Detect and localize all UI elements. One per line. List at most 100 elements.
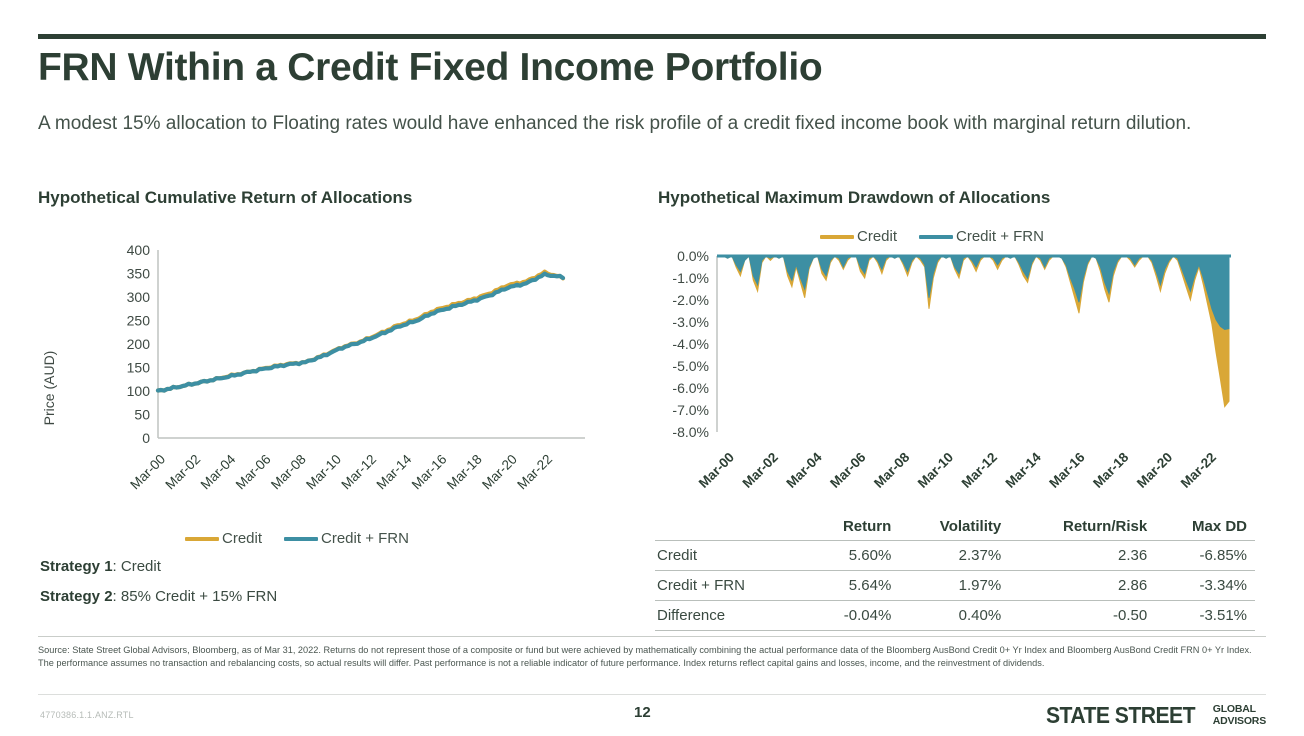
logo-tagline: GLOBAL ADVISORS (1213, 703, 1266, 727)
logo-wordmark: STATE STREET (1045, 702, 1196, 728)
left-y-axis-label: Price (AUD) (41, 351, 57, 426)
table-cell: -3.51% (1155, 600, 1255, 631)
y-tick-label: 400 (127, 242, 151, 258)
table-column-header (655, 518, 810, 541)
x-tick-label: Mar-10 (915, 450, 956, 491)
strategy-2-label: Strategy 2 (40, 588, 113, 605)
legend-item[interactable]: Credit + FRN (284, 530, 409, 547)
document-id: 4770386.1.1.ANZ.RTL (40, 710, 134, 720)
legend-swatch (820, 234, 854, 239)
x-tick-label: Mar-00 (127, 452, 168, 493)
strategy-1-line: Strategy 1: Credit (40, 558, 161, 575)
table-cell: 2.86 (1009, 570, 1156, 601)
y-tick-label: 0.0% (677, 248, 709, 264)
table-cell: -3.34% (1155, 570, 1255, 601)
y-tick-label: -6.0% (672, 380, 709, 396)
stats-table: Return Volatility Return/Risk Max DD Credit… (655, 518, 1255, 631)
x-tick-label: Mar-00 (696, 450, 737, 491)
x-tick-label: Mar-14 (374, 451, 415, 492)
y-tick-label: 50 (134, 407, 150, 423)
series-area (719, 254, 1230, 331)
x-tick-label: Mar-16 (1046, 449, 1088, 491)
x-tick-label: Mar-22 (514, 452, 555, 493)
legend-swatch (284, 536, 319, 541)
y-tick-label: -2.0% (672, 292, 709, 308)
x-tick-label: Mar-18 (444, 452, 485, 493)
strategy-1-value: Credit (120, 558, 161, 575)
left-y-axis-ticks: 0 50 100 150 200 250 300 350 400 (127, 242, 151, 446)
x-tick-label: Mar-06 (233, 452, 274, 493)
footer-divider (38, 694, 1266, 695)
table-cell: -0.50 (1009, 600, 1156, 631)
page-number: 12 (634, 704, 651, 721)
x-tick-label: Mar-14 (1002, 449, 1044, 491)
table-cell: 1.97% (899, 570, 1010, 601)
table-column-header: Max DD (1191, 518, 1247, 535)
table-row-label: Credit (655, 540, 811, 571)
table-cell: 5.64% (810, 570, 900, 601)
y-tick-label: 350 (127, 266, 151, 282)
page-subtitle: A modest 15% allocation to Floating rate… (38, 113, 1192, 134)
right-x-axis-ticks: Mar-00 Mar-02 Mar-04 Mar-06 Mar-08 Mar-10 Mar-… (696, 449, 1219, 491)
table-cell: 2.37% (899, 540, 1010, 571)
table-cell: -6.85% (1155, 540, 1255, 571)
x-tick-label: Mar-08 (871, 449, 913, 491)
legend-item[interactable]: Credit (185, 530, 262, 547)
strategy-2-line: Strategy 2: 85% Credit + 15% FRN (40, 588, 278, 605)
table-column-header: Volatility (939, 518, 1002, 535)
cumulative-return-chart: 0 50 100 150 200 250 300 350 400 Price (AUD) Mar… (41, 242, 585, 492)
x-tick-label: Mar-04 (783, 449, 825, 491)
legend-item[interactable]: Credit (820, 228, 897, 245)
y-tick-label: 250 (127, 313, 151, 329)
right-chart-series (717, 254, 1231, 408)
x-tick-label: Mar-16 (409, 452, 450, 493)
series-line (155, 271, 566, 393)
legend-swatch (919, 234, 954, 239)
y-tick-label: 300 (127, 289, 151, 305)
source-note: Source: State Street Global Advisors, Bl… (38, 645, 1252, 668)
x-tick-label: Mar-04 (198, 451, 239, 492)
y-tick-label: -5.0% (672, 358, 709, 374)
table-header-row: Return Volatility Return/Risk Max DD (655, 518, 1255, 541)
legend-label: Credit + FRN (956, 228, 1044, 245)
table-column-header: Return/Risk (1063, 518, 1148, 535)
x-tick-label: Mar-02 (162, 452, 203, 493)
left-chart-legend: Credit Credit + FRN (185, 530, 409, 547)
legend-label: Credit (222, 530, 263, 547)
table-row-label: Difference (655, 600, 811, 631)
x-tick-label: Mar-22 (1178, 450, 1219, 491)
y-tick-label: -4.0% (672, 336, 709, 352)
legend-item[interactable]: Credit + FRN (919, 228, 1044, 245)
table-cell: 0.40% (899, 600, 1010, 631)
left-chart-series (155, 269, 566, 393)
right-y-axis-ticks: 0.0% -1.0% -2.0% -3.0% -4.0% -5.0% -6.0% -7.0% -… (672, 248, 709, 440)
x-tick-label: Mar-06 (827, 449, 869, 491)
table-row: Difference -0.04% 0.40% -0.50 -3.51% (655, 600, 1255, 631)
x-tick-label: Mar-10 (303, 452, 344, 493)
series-area (719, 254, 1230, 408)
left-chart-title: Hypothetical Cumulative Return of Alloca… (38, 188, 413, 207)
x-tick-label: Mar-08 (268, 452, 309, 493)
table-row-label: Credit + FRN (655, 570, 811, 601)
x-tick-label: Mar-20 (479, 452, 520, 493)
x-tick-label: Mar-20 (1134, 450, 1175, 491)
y-tick-label: -3.0% (672, 314, 709, 330)
y-tick-label: 100 (127, 383, 151, 399)
table-body: Credit 5.60% 2.37% 2.36 -6.85% Credit + FRN 5.… (655, 540, 1255, 631)
table-cell: 2.36 (1009, 540, 1156, 571)
y-tick-label: 150 (127, 360, 151, 376)
legend-swatch (185, 536, 219, 541)
right-chart-legend: Credit Credit + FRN (820, 228, 1044, 245)
table-column-header: Return (842, 518, 892, 535)
max-drawdown-chart: 0.0% -1.0% -2.0% -3.0% -4.0% -5.0% -6.0% -7.0% -… (672, 248, 1231, 491)
y-tick-label: -7.0% (672, 402, 709, 418)
state-street-logo: STATE STREET GLOBAL ADVISORS (1045, 702, 1266, 728)
table-cell: 5.60% (810, 540, 900, 571)
source-divider (38, 636, 1266, 637)
table-cell: -0.04% (810, 600, 900, 631)
x-tick-label: Mar-02 (740, 450, 781, 491)
y-tick-label: 0 (142, 430, 150, 446)
header-rule (38, 34, 1266, 39)
